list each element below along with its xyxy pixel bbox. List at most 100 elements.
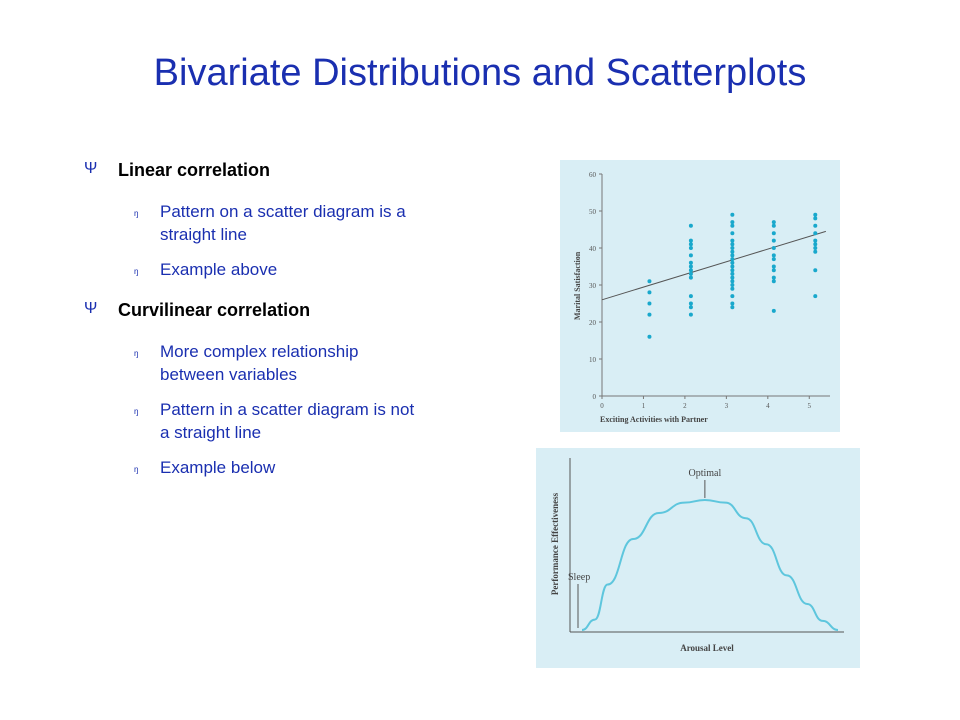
scatter-panel — [560, 160, 840, 432]
data-point — [730, 257, 735, 262]
y-tick-label: 40 — [589, 245, 597, 253]
sub-bullet-line: between variables — [160, 365, 298, 384]
data-point — [813, 242, 818, 247]
sub-bullet-line: Example above — [160, 260, 278, 279]
data-point — [771, 246, 776, 250]
data-point — [813, 231, 818, 236]
data-point — [647, 301, 652, 306]
x-tick-label: 4 — [766, 402, 770, 410]
curve-panel — [536, 448, 860, 668]
x-axis-label: Exciting Activities with Partner — [600, 415, 708, 424]
data-point — [730, 305, 735, 310]
data-point — [688, 312, 693, 317]
y-tick-label: 20 — [589, 319, 597, 327]
y-tick-label: 10 — [589, 356, 597, 364]
data-point — [730, 268, 735, 273]
data-point — [771, 223, 776, 228]
data-point — [730, 223, 735, 228]
data-point — [730, 294, 735, 299]
data-point — [730, 246, 735, 250]
data-point — [688, 305, 693, 310]
bullet-text: Curvilinear correlation — [118, 300, 311, 320]
data-point — [771, 275, 776, 280]
x-tick-label: 1 — [642, 402, 646, 410]
data-point — [813, 216, 818, 221]
data-point — [688, 275, 693, 280]
scatter-chart: 0 10 20 30 40 50 60 0 1 2 3 4 5 Exciting Activities … — [560, 160, 840, 432]
data-point — [730, 283, 735, 287]
data-point — [730, 264, 735, 269]
annotation-sleep: Sleep — [568, 572, 590, 583]
sub-bullet-marker: ᵑ — [134, 266, 139, 280]
data-point — [771, 308, 776, 313]
x-axis-label: Arousal Level — [680, 643, 734, 653]
x-tick-label: 2 — [683, 402, 687, 410]
y-tick-label: 30 — [589, 282, 597, 290]
bullet-curvilinear: Ψ Curvilinear correlation — [82, 300, 502, 321]
data-point — [730, 231, 735, 236]
data-point — [771, 238, 776, 243]
data-point — [688, 238, 693, 243]
data-point — [730, 260, 735, 265]
y-axis-label: Performance Effectiveness — [550, 492, 560, 595]
curve-svg: Optimal Sleep Arousal Level Performance … — [536, 448, 860, 668]
sub-bullet: ᵑ Pattern on a scatter diagram is a stra… — [82, 200, 502, 246]
sub-bullet: ᵑ More complex relationship between vari… — [82, 340, 502, 386]
data-point — [688, 271, 693, 276]
data-point — [730, 279, 735, 284]
annotation-optimal: Optimal — [688, 468, 721, 479]
sub-bullet: ᵑ Example below — [82, 456, 502, 479]
data-point — [771, 231, 776, 236]
data-point — [730, 286, 735, 291]
data-point — [730, 301, 735, 306]
curve-chart: Optimal Sleep Arousal Level Performance … — [536, 448, 860, 668]
data-point — [730, 249, 735, 254]
data-point — [813, 212, 818, 217]
data-point — [771, 220, 776, 225]
data-point — [688, 223, 693, 228]
data-point — [730, 253, 735, 258]
data-point — [730, 220, 735, 225]
data-point — [813, 249, 818, 254]
data-point — [813, 238, 818, 243]
y-tick-label: 0 — [593, 393, 597, 401]
data-point — [688, 264, 693, 269]
data-point — [688, 260, 693, 265]
sub-bullet-line: Pattern in a scatter diagram is not — [160, 400, 415, 419]
data-point — [730, 212, 735, 217]
bullet-list: Ψ Linear correlation ᵑ Pattern on a scat… — [82, 160, 502, 491]
y-tick-label: 60 — [589, 171, 597, 179]
sub-bullet: ᵑ Pattern in a scatter diagram is not a … — [82, 398, 502, 444]
y-tick-label: 50 — [589, 208, 597, 216]
sub-bullet-marker: ᵑ — [134, 464, 139, 478]
data-point — [813, 294, 818, 299]
bullet-marker: Ψ — [84, 300, 98, 317]
trend-line — [601, 230, 827, 301]
bullet-text: Linear correlation — [118, 160, 271, 180]
sub-bullet-marker: ᵑ — [134, 406, 139, 420]
scatter-svg: 0 10 20 30 40 50 60 0 1 2 3 4 5 Exciting Activities … — [560, 160, 840, 432]
bullet-linear: Ψ Linear correlation — [82, 160, 502, 181]
x-tick-label: 3 — [725, 402, 729, 410]
data-point — [771, 253, 776, 258]
sub-bullet-line: More complex relationship — [160, 342, 359, 361]
sub-bullet-line: a straight line — [160, 423, 262, 442]
data-point — [771, 268, 776, 273]
slide-title: Bivariate Distributions and Scatterplots — [153, 52, 807, 94]
data-point — [647, 334, 652, 339]
data-point — [730, 242, 735, 247]
data-point — [730, 238, 735, 243]
data-point — [813, 268, 818, 273]
y-axis-label: Marital Satisfaction — [573, 251, 582, 320]
data-point — [771, 279, 776, 284]
data-point — [771, 264, 776, 269]
data-point — [730, 271, 735, 276]
sub-bullet-line: straight line — [160, 225, 247, 244]
data-point — [730, 275, 735, 280]
data-point — [813, 246, 818, 250]
data-point — [688, 242, 693, 247]
x-tick-label: 5 — [808, 402, 812, 410]
point-group — [647, 212, 818, 339]
performance-curve — [581, 498, 839, 631]
bullet-marker: Ψ — [84, 160, 98, 177]
